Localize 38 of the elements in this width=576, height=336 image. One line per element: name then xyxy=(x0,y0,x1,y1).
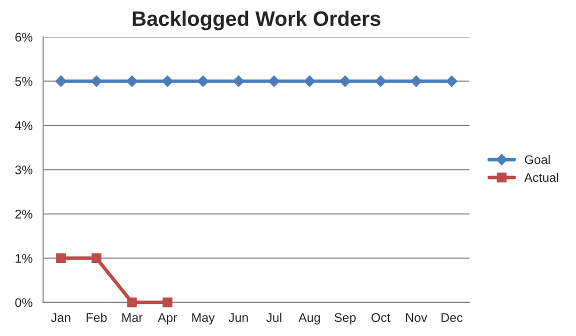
legend-label: Goal xyxy=(524,154,550,164)
point xyxy=(232,76,244,87)
chart-title: Backlogged Work Orders xyxy=(132,10,380,30)
x-tick-label: Aug xyxy=(298,313,320,324)
y-tick-label: 4% xyxy=(15,121,32,130)
y-tick-label: 3% xyxy=(15,165,32,174)
point xyxy=(92,253,102,264)
x-tick-label: Dec xyxy=(442,313,462,322)
y-tick-label: 6% xyxy=(15,32,32,42)
point xyxy=(126,76,138,87)
point xyxy=(197,76,209,87)
x-tick-label: Feb xyxy=(86,312,107,322)
point xyxy=(340,76,351,87)
x-tick-label: Sep xyxy=(334,313,356,324)
x-tick-label: Jan xyxy=(51,313,70,322)
legend-label: Actual xyxy=(524,172,558,182)
point xyxy=(375,76,386,87)
point xyxy=(162,76,174,87)
point xyxy=(268,76,280,87)
point xyxy=(410,76,422,87)
x-tick-label: Mar xyxy=(122,313,143,322)
point xyxy=(162,298,172,308)
point xyxy=(90,76,102,87)
y-tick-label: 0% xyxy=(15,298,32,308)
point xyxy=(56,253,66,264)
y-tick-label: 5% xyxy=(15,77,32,86)
point xyxy=(304,76,316,87)
x-tick-label: Jul xyxy=(266,312,282,322)
x-tick-label: Apr xyxy=(158,313,178,324)
x-tick-label: Jun xyxy=(228,313,248,322)
x-tick-label: Oct xyxy=(372,313,390,322)
y-tick-label: 1% xyxy=(16,254,32,263)
point xyxy=(55,76,67,87)
point xyxy=(127,298,137,308)
x-tick-label: May xyxy=(192,313,215,324)
y-tick-label: 2% xyxy=(15,210,32,219)
point xyxy=(446,76,458,87)
x-tick-label: Nov xyxy=(406,313,428,322)
